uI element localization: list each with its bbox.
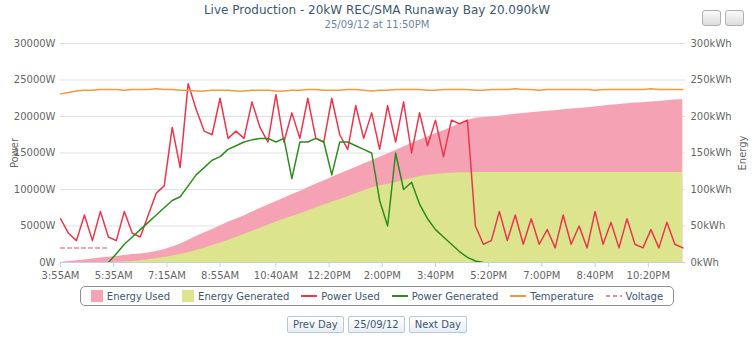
svg-text:Power: Power (9, 137, 20, 168)
svg-text:200kWh: 200kWh (691, 111, 732, 122)
svg-text:150kWh: 150kWh (691, 147, 732, 158)
html-text:Power Used: Power Used (321, 290, 380, 302)
svg-text:10000W: 10000W (14, 184, 56, 195)
svg-text:25000W: 25000W (14, 74, 56, 85)
svg-text:300kWh: 300kWh (691, 38, 732, 49)
svg-text:100kWh: 100kWh (691, 184, 732, 195)
svg-text:8:40PM: 8:40PM (577, 270, 614, 281)
svg-text:3:55AM: 3:55AM (42, 270, 80, 281)
html-text:Prev Day: Prev Day (293, 319, 338, 330)
html-text:Next Day: Next Day (414, 319, 461, 330)
html-text:25/09/12: 25/09/12 (353, 319, 399, 330)
svg-text:8:55AM: 8:55AM (201, 270, 239, 281)
html-text:25/09/12 at 11:50PM: 25/09/12 at 11:50PM (324, 19, 430, 30)
svg-text:2:00PM: 2:00PM (364, 270, 401, 281)
html-text:Energy Generated: Energy Generated (198, 290, 290, 302)
svg-text:50kWh: 50kWh (691, 220, 726, 231)
svg-text:7:15AM: 7:15AM (148, 270, 186, 281)
svg-text:15000W: 15000W (14, 147, 56, 158)
svg-text:10:40AM: 10:40AM (254, 270, 298, 281)
html-text:Power Generated: Power Generated (411, 290, 499, 302)
svg-text:0kWh: 0kWh (691, 257, 719, 268)
svg-text:250kWh: 250kWh (691, 74, 732, 85)
html-text:Live Production - 20kW REC/SMA: Live Production - 20kW REC/SMA Runaway B… (203, 3, 550, 17)
svg-text:5:20PM: 5:20PM (470, 270, 507, 281)
html-text:Voltage: Voltage (625, 290, 664, 302)
svg-text:5000W: 5000W (20, 220, 55, 231)
svg-text:20000W: 20000W (14, 111, 56, 122)
svg-text:3:40PM: 3:40PM (417, 270, 454, 281)
svg-text:Energy: Energy (737, 135, 748, 170)
html-text:Temperature: Temperature (530, 290, 594, 302)
svg-text:5:35AM: 5:35AM (95, 270, 133, 281)
html-text:Energy Used: Energy Used (106, 290, 171, 302)
svg-text:7:00PM: 7:00PM (523, 270, 560, 281)
svg-text:10:20PM: 10:20PM (627, 270, 670, 281)
svg-text:0W: 0W (39, 257, 55, 268)
svg-text:12:20PM: 12:20PM (307, 270, 350, 281)
svg-text:30000W: 30000W (14, 38, 56, 49)
